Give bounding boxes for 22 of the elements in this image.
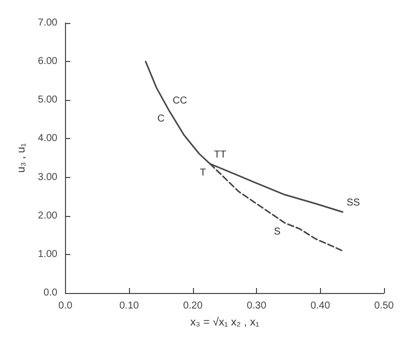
x-tick-label: 0.20	[183, 300, 203, 312]
y-axis-title: u₃ , u₁	[16, 142, 28, 173]
y-tick-label: 1.00	[38, 248, 58, 260]
annotation: CC	[172, 95, 188, 106]
y-tick-label: 6.00	[38, 56, 58, 68]
annotation: TT	[214, 149, 226, 160]
y-tick-label: 0.0	[43, 288, 58, 298]
x-tick-label: 0.0	[58, 300, 73, 312]
y-tick-label: 2.00	[38, 210, 58, 222]
annotation: C	[157, 113, 165, 124]
x-tick-label: 0.50	[374, 300, 394, 312]
y-tick-label: 4.00	[38, 133, 58, 144]
annotation: S	[274, 226, 281, 238]
x-tick-label: 0.30	[246, 300, 267, 312]
x-tick-label: 0.10	[119, 300, 140, 312]
annotation: T	[200, 167, 206, 178]
annotation: SS	[346, 198, 360, 208]
x-axis-title: x₃ = √x₁ x₂ , x₁	[190, 316, 260, 328]
y-tick-label: 3.00	[38, 172, 58, 183]
y-tick-label: 5.00	[38, 94, 58, 106]
y-tick-label: 7.00	[38, 18, 58, 28]
x-tick-label: 0.40	[310, 300, 330, 312]
